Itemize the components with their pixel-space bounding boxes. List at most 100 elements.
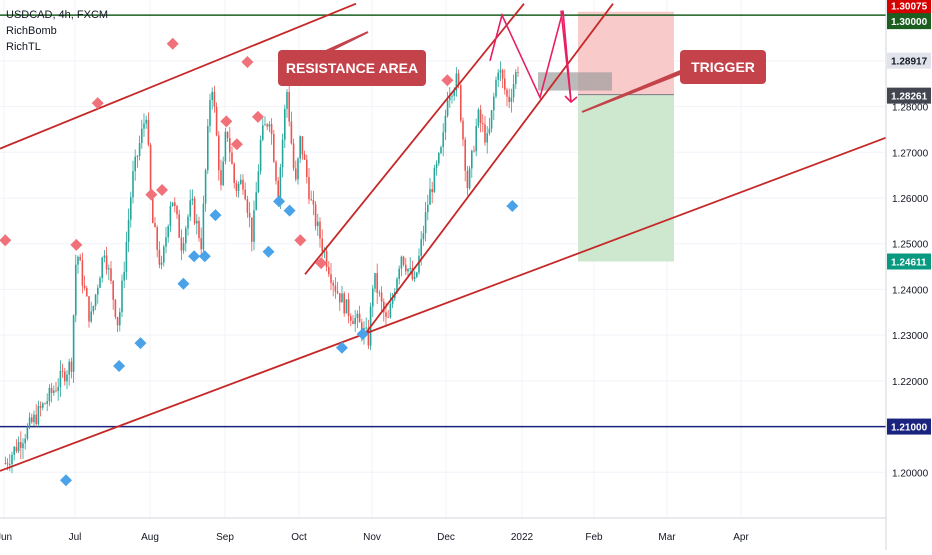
- candle-body: [266, 124, 268, 127]
- candle-body: [316, 221, 319, 227]
- candle-body: [248, 212, 251, 218]
- trend-lines: [0, 2, 887, 472]
- candle-body: [195, 220, 198, 224]
- candle-body: [61, 370, 64, 372]
- buy-signal-diamond: [188, 250, 201, 263]
- candle-body: [367, 327, 370, 346]
- candle-body: [338, 293, 341, 303]
- candle-body: [48, 387, 51, 402]
- candle-body: [497, 72, 499, 80]
- sell-signal-diamond: [441, 74, 454, 87]
- price-badge-label: 1.30000: [891, 17, 928, 28]
- candle-body: [88, 296, 90, 322]
- candle-body: [11, 454, 13, 465]
- candle-body: [413, 276, 416, 280]
- candle-body: [261, 125, 264, 140]
- candle-body: [107, 268, 110, 270]
- candle-body: [165, 237, 167, 247]
- candle-body: [343, 293, 345, 314]
- candle-body: [429, 189, 431, 205]
- candle-body: [292, 143, 295, 169]
- price-tick: 1.28000: [892, 103, 929, 114]
- sell-signal-diamond: [294, 234, 307, 247]
- candle-body: [19, 441, 22, 448]
- candle-body: [143, 123, 145, 129]
- trigger-box: [538, 72, 612, 91]
- sell-signal-diamond: [145, 188, 158, 201]
- candle-body: [250, 217, 253, 242]
- candle-body: [160, 262, 163, 265]
- candle-body: [101, 257, 103, 279]
- candle-body: [387, 316, 389, 318]
- candle-body: [96, 287, 99, 295]
- candle-body: [283, 108, 286, 140]
- candle-body: [187, 216, 189, 229]
- buy-signal-diamond: [198, 250, 211, 263]
- candle-body: [402, 256, 405, 265]
- price-tick: 1.23000: [892, 331, 929, 342]
- candle-body: [466, 170, 469, 189]
- candle-body: [33, 414, 35, 423]
- candle-body: [448, 96, 451, 101]
- time-tick: Jul: [69, 532, 82, 543]
- candle-body: [55, 390, 57, 392]
- candle-body: [451, 95, 453, 97]
- candle-body: [77, 256, 79, 265]
- candle-body: [24, 438, 26, 444]
- candle-body: [464, 139, 466, 171]
- candle-body: [246, 199, 249, 213]
- candle-body: [506, 89, 508, 97]
- price-badge: [887, 13, 931, 30]
- candle-body: [468, 168, 471, 189]
- candle-body: [382, 301, 385, 313]
- time-tick: Nov: [363, 532, 381, 543]
- candle-body: [209, 100, 211, 126]
- candle-body: [400, 256, 403, 269]
- candle-body: [314, 204, 317, 227]
- candle-body: [514, 72, 517, 85]
- candle-body: [182, 243, 185, 251]
- candle-body: [431, 189, 433, 193]
- time-tick: 2022: [511, 532, 534, 543]
- candle-body: [66, 374, 68, 382]
- candle-body: [70, 361, 73, 372]
- candle-body: [503, 78, 506, 90]
- price-badge: [887, 52, 931, 69]
- trigger-label-text: TRIGGER: [691, 59, 755, 75]
- candle-body: [204, 170, 207, 204]
- candle-body: [272, 133, 275, 162]
- buy-signal-diamond: [262, 245, 275, 258]
- candle-body: [462, 120, 464, 140]
- candle-body: [231, 152, 233, 164]
- buy-signal-diamond: [356, 328, 369, 340]
- candle-body: [440, 147, 442, 154]
- candle-body: [121, 280, 123, 313]
- candle-body: [345, 299, 348, 314]
- candle-body: [206, 125, 209, 171]
- candle-body: [473, 150, 475, 152]
- price-badge-label: 1.28261: [891, 92, 928, 103]
- trade-zones: [538, 11, 674, 262]
- sell-signal-diamond: [241, 56, 254, 68]
- time-tick: Aug: [141, 532, 159, 543]
- price-tick: 1.27000: [892, 148, 929, 159]
- candle-body: [125, 241, 128, 272]
- candle-body: [151, 195, 154, 224]
- candle-body: [213, 91, 216, 107]
- candle-body: [378, 292, 381, 294]
- candle-body: [435, 163, 438, 168]
- candle-body: [486, 133, 488, 143]
- buy-signal-diamond: [59, 474, 72, 487]
- candle-body: [341, 293, 343, 303]
- candle-body: [156, 227, 158, 250]
- candle-body: [217, 135, 220, 171]
- candle-body: [112, 281, 114, 300]
- price-tick: 1.25000: [892, 240, 929, 251]
- sell-signal-diamond: [315, 257, 328, 270]
- time-tick: Oct: [291, 532, 307, 543]
- time-tick: Apr: [733, 532, 749, 543]
- candle-body: [492, 96, 495, 111]
- candle-body: [99, 278, 101, 288]
